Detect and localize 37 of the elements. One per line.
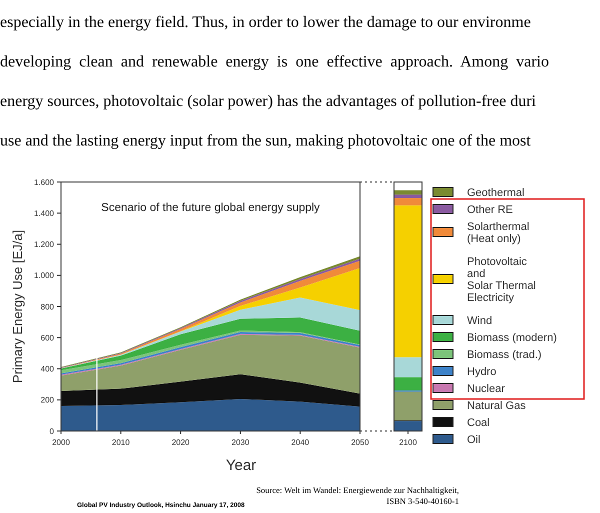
legend-label: Nuclear [467,383,506,395]
y-tick-label: 1.000 [34,271,55,280]
x-tick-label: 2030 [232,438,250,447]
legend-label: Coal [467,417,490,429]
legend-label: Other RE [467,204,513,216]
legend-label: Biomass (modern) [467,332,557,344]
text: use and the lasting energy input from the sun, making photovoltaic one of the most [0,132,532,150]
source-note: Source: Welt im Wandel: Energiewende zur Nachhaltigkeit, [256,485,459,495]
text: especially in the energy field. Thus, in order to lower the damage to our environme [0,14,531,31]
y-tick-label: 600 [40,333,55,342]
x-tick-label: 2100 [399,438,418,447]
x-tick-label: 2050 [351,438,370,447]
y-tick-label: 200 [40,396,55,405]
y-tick-label: 0 [50,426,55,436]
x-axis-title: Year [226,457,256,474]
legend-label: Biomass (trad.) [467,349,542,361]
x-tick-label: 2000 [52,438,70,447]
y-tick-label: 400 [40,364,55,374]
legend-label: Wind [467,315,492,327]
legend-label: Oil [467,434,480,446]
legend-label: Hydro [467,366,496,378]
y-axis-title: Primary Energy Use [EJ/a] [10,230,25,384]
y-tick-label: 1.600 [34,178,55,187]
text: energy sources, photovoltaic (solar power) has the advantages of pollution-free duri [0,93,537,110]
x-tick-label: 2040 [291,438,310,447]
legend-label: Solarthermal (Heat only) [467,221,530,245]
y-tick-label: 1.200 [34,240,55,250]
x-tick-label: 2020 [172,438,190,447]
text: ISBN 3-540-40160-1 [386,496,459,506]
legend-label: Photovoltaic and Solar Thermal Electricity [467,256,536,304]
text: developing clean and renewable energy is one effective approach. Among vario [0,54,549,70]
text: Scenario of the future global energy supply [101,202,320,214]
legend-label: Natural Gas [467,400,526,412]
y-tick-label: 1.400 [34,208,55,218]
y-tick-label: 800 [40,302,55,312]
legend-label: Geothermal [467,187,524,199]
x-tick-label: 2010 [112,438,130,447]
